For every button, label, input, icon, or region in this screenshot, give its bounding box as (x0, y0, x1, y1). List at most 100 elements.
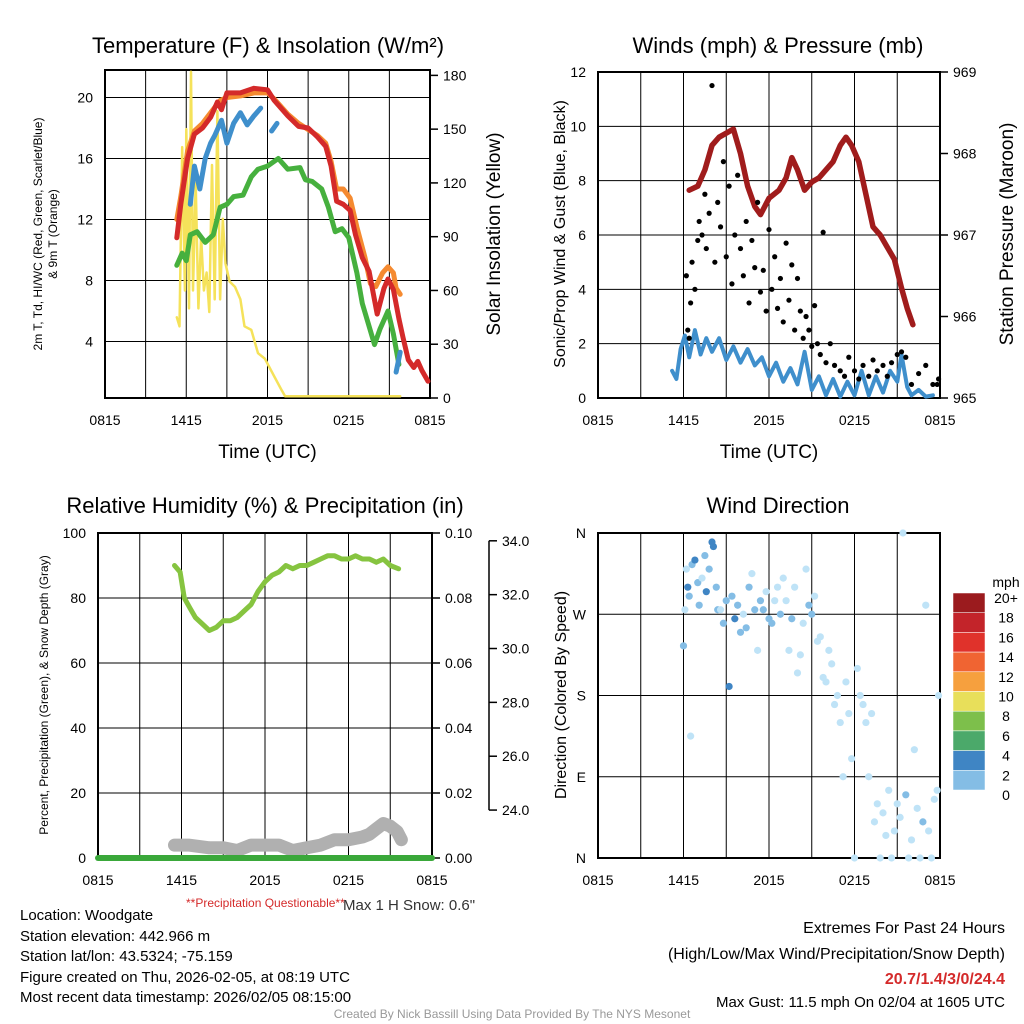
gust-point (809, 343, 815, 349)
y2-tick-label: 30 (443, 336, 459, 352)
direction-point (839, 773, 847, 781)
x-tick-label: 2015 (252, 412, 283, 428)
gust-point (723, 254, 729, 260)
x-tick-label: 0815 (582, 412, 613, 428)
y-tick-label: 6 (578, 227, 586, 243)
figure-created-label: Figure created on Thu, 2026-02-05, at 08… (20, 968, 350, 986)
gust-point (706, 210, 712, 216)
panel-3-grid (598, 533, 940, 858)
x-tick-label: 0815 (416, 872, 447, 888)
direction-point (859, 700, 867, 709)
y2-tick-label: 26.0 (502, 748, 529, 764)
gust-point (827, 341, 833, 347)
direction-point (882, 831, 890, 840)
y-tick-label: 8 (578, 173, 586, 189)
colorbar-label: 2 (1002, 767, 1010, 783)
gust-point (766, 226, 772, 233)
colorbar-swatch (952, 710, 986, 732)
gust-point (709, 82, 715, 89)
gust-point (898, 349, 905, 355)
station-info: Location: Woodgate Station elevation: 44… (20, 906, 351, 1009)
direction-point (771, 597, 779, 605)
gust-point (689, 259, 695, 265)
direction-point (687, 732, 695, 740)
direction-point (862, 718, 870, 727)
max-gust-label: Max Gust: 11.5 mph On 02/04 at 1605 UTC (715, 994, 1005, 1011)
direction-point (731, 615, 739, 623)
y-tick-label: 10 (570, 118, 586, 134)
credit-label: Created By Nick Bassill Using Data Provi… (333, 1007, 691, 1021)
recent-timestamp-label: Most recent data timestamp: 2026/02/05 0… (20, 989, 352, 1006)
gust-point (696, 218, 702, 225)
direction-point (679, 642, 688, 650)
gust-point (695, 237, 701, 244)
gust-point (837, 368, 843, 374)
gust-point (789, 262, 795, 268)
y2-tick-label: 965 (953, 390, 977, 406)
direction-point (922, 601, 930, 609)
y-tick-label: 16 (77, 150, 93, 166)
y-tick-label: 0 (78, 850, 86, 866)
wind-speed-line (670, 328, 935, 399)
direction-point (896, 813, 904, 821)
gust-point (769, 286, 775, 292)
gust-point (797, 308, 803, 314)
gust-point (851, 368, 858, 374)
direction-point (728, 592, 736, 600)
y2-tick-label: 34.0 (502, 533, 529, 549)
gust-point (732, 232, 738, 238)
x-axis-label: Time (UTC) (218, 442, 317, 463)
gust-point (735, 172, 741, 178)
latlon-label: Station lat/lon: 43.5324; -75.159 (20, 948, 233, 965)
y-axis-label: Direction (Colored By Speed) (553, 591, 570, 799)
direction-point (773, 583, 782, 591)
direction-point (681, 606, 689, 614)
colorbar-label: 14 (998, 649, 1014, 665)
y2-tick-label: 150 (443, 121, 467, 137)
y2-tick-label: 0.04 (445, 720, 472, 736)
y-tick-label: 40 (70, 720, 86, 736)
gust-point (812, 303, 818, 309)
y2-tick-label: 30.0 (502, 641, 529, 657)
direction-point (842, 678, 850, 686)
direction-point (759, 606, 767, 614)
gust-point (934, 381, 940, 388)
gust-point (870, 357, 876, 363)
gust-point (715, 199, 721, 205)
y-tick-label: 12 (570, 64, 586, 80)
y2-tick-label: 966 (953, 309, 977, 325)
x-axis-label: Time (UTC) (720, 442, 819, 463)
direction-point (782, 597, 790, 605)
colorbar-swatch (952, 671, 986, 692)
direction-point (890, 827, 899, 835)
gust-point (702, 191, 708, 197)
direction-point (685, 592, 693, 600)
direction-point (833, 691, 842, 700)
y2-tick-label: 0 (443, 390, 451, 406)
series-line-2m-td (174, 156, 402, 367)
y2-tick-label: 120 (443, 175, 467, 191)
x-tick-label: 2015 (249, 872, 280, 888)
x-tick-label: 0815 (414, 412, 445, 428)
direction-point (910, 746, 918, 754)
direction-point (870, 818, 879, 826)
direction-point (808, 610, 816, 618)
gust-point (757, 289, 764, 295)
direction-point (779, 574, 787, 582)
gust-point (692, 286, 698, 292)
y2-tick-label: 24.0 (502, 802, 529, 818)
direction-point (919, 818, 927, 826)
direction-point (916, 854, 924, 862)
direction-point (684, 583, 692, 591)
x-tick-label: 2015 (753, 872, 784, 888)
direction-point (691, 556, 699, 564)
direction-point (853, 664, 861, 673)
direction-point (776, 610, 785, 618)
colorbar-label: 16 (998, 629, 1014, 645)
colorbar-swatch (952, 632, 986, 653)
direction-point (742, 624, 750, 632)
gust-point (772, 254, 778, 260)
y2-tick-label: 969 (953, 64, 977, 80)
direction-point (716, 606, 725, 614)
direction-point (698, 574, 706, 582)
